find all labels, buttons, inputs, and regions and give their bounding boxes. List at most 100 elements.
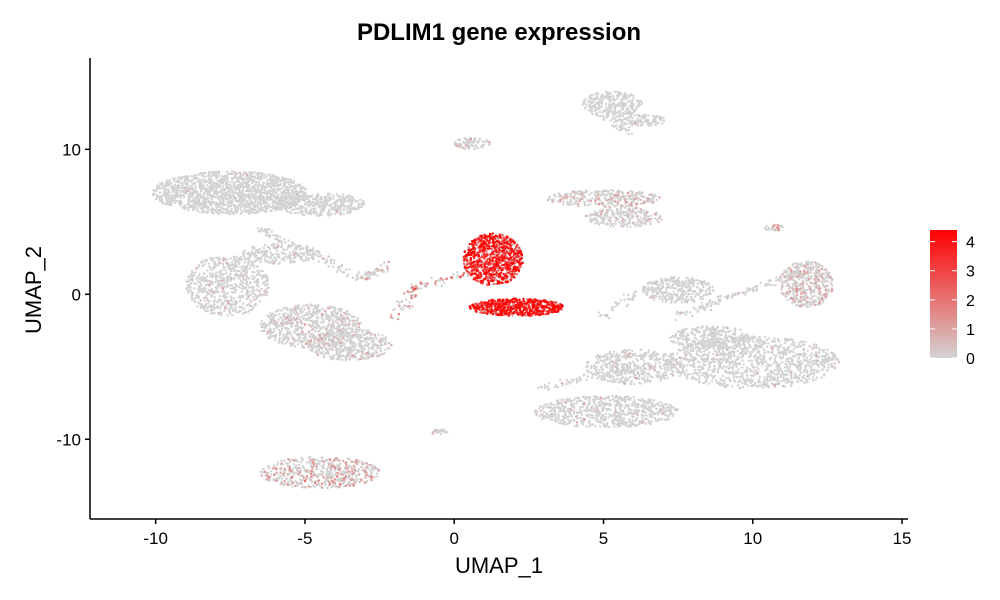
cell-point — [226, 180, 230, 183]
cell-point — [206, 269, 209, 272]
cell-point — [256, 177, 259, 180]
cell-point — [206, 293, 209, 296]
cell-point — [251, 209, 255, 213]
cell-point — [183, 181, 186, 184]
cell-point — [686, 282, 689, 285]
cell-point — [299, 185, 302, 189]
cell-point — [253, 271, 256, 274]
cell-point — [261, 281, 265, 284]
cell-point — [656, 218, 659, 221]
cell-point — [283, 336, 286, 340]
cell-point — [209, 257, 212, 260]
cell-point — [196, 305, 199, 308]
cell-point — [213, 174, 217, 178]
cell-point — [189, 205, 192, 208]
cell-point — [339, 355, 342, 358]
cell-point — [294, 327, 297, 330]
cell-point — [306, 211, 309, 215]
cell-point — [161, 181, 164, 184]
cell-point — [361, 200, 365, 203]
cell-point — [301, 194, 304, 197]
cell-point — [152, 193, 155, 196]
cell-point — [213, 170, 216, 173]
cell-point — [201, 200, 205, 203]
cell-point — [187, 206, 191, 209]
cell-point — [265, 197, 268, 200]
cell-point — [632, 104, 635, 107]
cell-point — [242, 173, 245, 176]
cell-point — [286, 248, 289, 251]
cell-point — [225, 286, 229, 289]
cell-point — [241, 188, 245, 192]
cell-point — [302, 466, 305, 469]
cell-point — [225, 175, 228, 178]
cell-point — [219, 188, 223, 191]
cell-point — [193, 300, 196, 303]
cell-point — [290, 310, 293, 313]
cell-point — [254, 212, 258, 215]
cell-point — [342, 348, 345, 351]
cell-point — [320, 465, 323, 468]
cell-point — [233, 265, 236, 268]
cell-point — [203, 263, 206, 266]
cell-point — [222, 294, 225, 297]
cell-point — [196, 180, 199, 183]
cell-point — [224, 272, 228, 275]
cell-point — [166, 179, 169, 183]
cell-point — [248, 172, 251, 175]
cell-point — [376, 475, 379, 478]
cell-point — [659, 115, 662, 119]
cell-point — [239, 204, 242, 207]
cell-point — [365, 341, 368, 344]
cell-point — [284, 342, 287, 345]
cell-point — [246, 202, 249, 206]
cell-point — [221, 182, 224, 185]
cell-point — [322, 355, 326, 359]
cell-point — [320, 202, 323, 205]
cell-point — [234, 261, 237, 265]
cell-point — [229, 257, 232, 260]
cell-point — [367, 343, 370, 346]
cell-point — [217, 205, 221, 208]
cell-point — [255, 172, 258, 175]
cell-point — [265, 175, 268, 179]
cell-point — [483, 140, 487, 144]
cell-point — [650, 214, 653, 217]
cell-point — [273, 244, 276, 247]
cell-point — [189, 282, 193, 285]
cell-point — [204, 175, 207, 178]
cell-point — [230, 207, 233, 210]
cell-point — [596, 101, 599, 104]
cell-point — [275, 326, 278, 329]
cell-point — [312, 342, 316, 345]
cell-point — [286, 178, 290, 181]
cell-point — [286, 255, 289, 258]
cell-point — [591, 93, 594, 97]
cell-point — [184, 177, 188, 181]
cell-point — [233, 207, 237, 210]
cell-point — [592, 100, 595, 104]
cell-point — [676, 284, 679, 288]
cell-point — [294, 207, 298, 210]
cell-point — [695, 279, 699, 282]
cell-point — [280, 477, 284, 480]
cell-point — [277, 318, 280, 321]
cell-point — [263, 326, 266, 329]
cell-point — [245, 272, 248, 275]
cell-point — [274, 179, 277, 182]
cell-point — [623, 214, 626, 217]
cell-point — [636, 198, 640, 202]
cell-point — [211, 259, 214, 262]
cell-point — [317, 303, 320, 307]
cell-point — [250, 304, 253, 308]
cell-point — [338, 325, 341, 328]
cell-point — [573, 198, 576, 201]
cell-point — [653, 289, 656, 293]
cell-point — [235, 265, 238, 268]
cell-point — [637, 104, 641, 107]
cell-point — [258, 248, 262, 251]
cell-point — [375, 472, 379, 475]
cell-point — [242, 264, 245, 268]
cell-point — [287, 180, 290, 184]
cell-point — [335, 193, 339, 196]
